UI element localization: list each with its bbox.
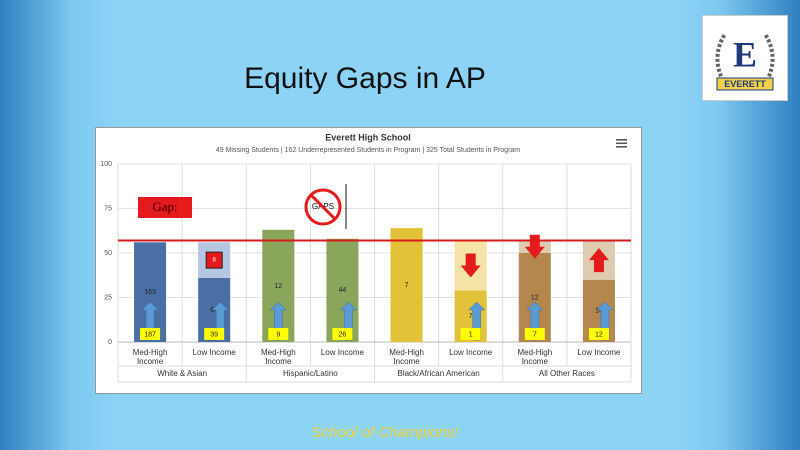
svg-text:E: E [733,34,757,74]
bar-label: 64 [210,307,218,314]
bar-label: 7 [469,313,473,320]
marker-box [205,251,223,269]
count-box [140,328,161,340]
bar [390,228,423,342]
x-tick-label: Med-High Income [389,348,424,366]
count-box [524,328,545,340]
chart: Everett High School 49 Missing Students … [100,132,632,383]
bar-label: 44 [339,287,347,294]
bar-label: 163 [144,289,156,296]
group-label: Hispanic/Latino [283,369,338,378]
bar-label: 7 [405,282,409,289]
y-tick-label: 100 [100,161,112,168]
count-label: 39 [210,331,218,338]
x-tick-label: Med-High Income [260,348,296,366]
no-sign [304,188,342,226]
bar-label: 16 [595,308,603,315]
count-box [460,328,481,340]
count-label: 1 [469,331,473,338]
count-label: 187 [144,331,156,338]
count-label: 26 [339,331,347,338]
chart-subtitle: 49 Missing Students | 162 Underrepresent… [216,147,520,154]
group-label: Black/African American [397,369,480,378]
y-tick-label: 0 [108,339,112,346]
count-box [268,328,289,340]
x-tick-label: Med-High Income [517,348,553,366]
y-tick-label: 75 [104,205,112,212]
x-tick-label: Low Income [192,348,236,357]
x-tick-label: Low Income [449,348,493,357]
bar [326,238,359,342]
x-tick-label: Low Income [320,348,364,357]
y-tick-label: 25 [104,294,112,301]
no-sign-slash [309,193,337,221]
count-box [332,328,353,340]
count-label: 12 [595,331,603,338]
y-tick-label: 50 [104,250,112,257]
group-label: White & Asian [157,369,208,378]
bar-label: 12 [274,283,282,290]
logo-text: EVERETT [724,79,766,89]
menu-icon[interactable] [616,139,627,148]
chart-box: Everett High School 49 Missing Students … [95,127,642,394]
count-label: 9 [276,331,280,338]
logo-art: E EVERETT [715,32,775,91]
count-box [204,328,225,340]
gap-box [138,197,192,218]
logo: E EVERETT [702,15,788,101]
chart-title: Everett High School [325,132,411,142]
x-tick-label: Low Income [577,348,621,357]
gap-annotation: Gap: [152,199,177,214]
bar-label: 12 [531,294,539,301]
count-label: 7 [533,331,537,338]
gap-arrow [460,253,481,278]
slide-title: Equity Gaps in AP [244,62,486,95]
count-box [588,328,609,340]
gap-arrow [588,248,609,273]
x-tick-label: Med-High Income [132,348,168,366]
marker-label: 8 [213,258,217,264]
footer: School of Champions! [311,424,459,441]
group-label: All Other Races [538,369,595,378]
